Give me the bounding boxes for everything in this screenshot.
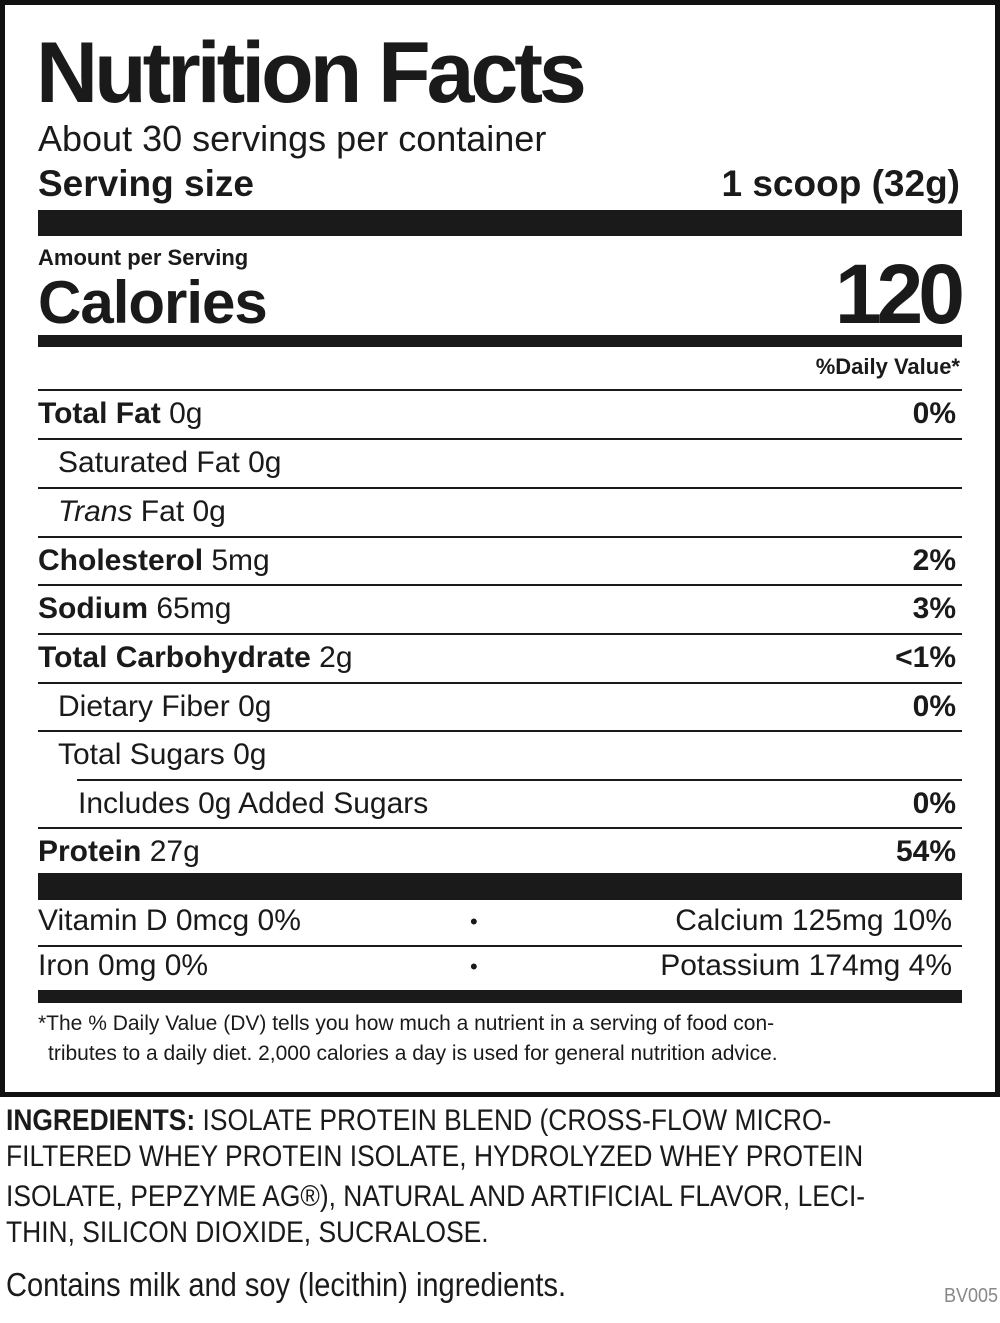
nutrient-row-total-fat: Total Fat 0g 0%: [38, 391, 962, 439]
nutrient-dv: 2%: [912, 544, 956, 577]
vitamin-d: Vitamin D 0mcg 0%: [38, 904, 301, 937]
divider: [38, 487, 962, 489]
nutrient-amount: 65mg: [156, 592, 232, 625]
nutrient-row-saturated-fat: Saturated Fat 0g: [38, 440, 962, 488]
nutrient-dv: <1%: [895, 641, 956, 674]
divider: [38, 827, 962, 829]
servings-per-container: About 30 servings per container: [38, 118, 547, 159]
nutrient-name: Includes 0g Added Sugars: [78, 787, 429, 820]
nutrient-dv: 0%: [912, 397, 956, 430]
nutrient-row-protein: Protein 27g 54%: [38, 829, 962, 877]
ingredients-line: THIN, SILICON DIOXIDE, SUCRALOSE.: [6, 1216, 489, 1249]
nutrient-name: Total Sugars: [58, 738, 225, 771]
nutrient-name: Sodium: [38, 592, 148, 625]
panel-title: Nutrition Facts: [36, 25, 587, 121]
nutrient-row-cholesterol: Cholesterol 5mg 2%: [38, 538, 962, 586]
nutrient-row-dietary-fiber: Dietary Fiber 0g 0%: [38, 684, 962, 732]
nutrient-dv: 0%: [912, 690, 956, 723]
nutrient-row-sodium: Sodium 65mg 3%: [38, 586, 962, 634]
nutrient-amount: 0g: [192, 495, 226, 528]
thick-divider: [38, 210, 962, 236]
nutrient-name: Trans: [58, 495, 133, 528]
ingredients-line: INGREDIENTS: ISOLATE PROTEIN BLEND (CROS…: [6, 1104, 831, 1138]
nutrient-amount: 2g: [319, 641, 353, 674]
serving-size-label: Serving size: [38, 163, 254, 204]
divider: [77, 779, 962, 781]
potassium: Potassium 174mg 4%: [660, 949, 952, 982]
nutrient-row-total-sugars: Total Sugars 0g: [38, 732, 962, 780]
nutrient-row-trans-fat: Trans Fat 0g: [38, 489, 962, 537]
nutrient-name: Total Fat: [38, 397, 161, 430]
nutrient-name-suffix: Fat: [132, 495, 185, 528]
nutrient-dv: 3%: [912, 592, 956, 625]
ingredients-line: FILTERED WHEY PROTEIN ISOLATE, HYDROLYZE…: [6, 1140, 864, 1173]
calories-label: Calories: [38, 269, 268, 336]
calories-value: 120: [834, 247, 965, 341]
footnote-line: tributes to a daily diet. 2,000 calories…: [48, 1042, 778, 1065]
bullet-separator: •: [470, 909, 478, 934]
divider: [38, 730, 962, 732]
nutrient-amount: 0g: [233, 738, 267, 771]
nutrient-name: Total Carbohydrate: [38, 641, 311, 674]
divider: [38, 945, 962, 947]
divider: [38, 438, 962, 440]
nutrient-amount: 0g: [169, 397, 203, 430]
footnote-line: *The % Daily Value (DV) tells you how mu…: [38, 1012, 775, 1035]
divider: [38, 633, 962, 635]
nutrient-amount: 0g: [248, 446, 282, 479]
divider: [38, 682, 962, 684]
nutrient-name: Protein: [38, 835, 142, 868]
nutrient-amount: 0g: [238, 690, 272, 723]
amount-per-serving: Amount per Serving: [38, 245, 249, 270]
ingredients-line: ISOLATE, PEPZYME AG®), NATURAL AND ARTIF…: [6, 1180, 866, 1213]
iron: Iron 0mg 0%: [38, 949, 209, 982]
divider: [38, 584, 962, 586]
nutrient-dv: 0%: [912, 787, 956, 820]
medium-divider: [38, 990, 962, 1003]
ingredients-text: ISOLATE PROTEIN BLEND (CROSS-FLOW MICRO-: [195, 1104, 832, 1137]
nutrient-name: Saturated Fat: [58, 446, 240, 479]
nutrient-amount: 27g: [149, 835, 200, 868]
nutrient-dv: 54%: [895, 835, 956, 868]
calcium: Calcium 125mg 10%: [675, 904, 952, 937]
daily-value-header: %Daily Value*: [815, 354, 960, 379]
serving-size-value: 1 scoop (32g): [721, 163, 961, 204]
nutrient-name: Dietary Fiber: [58, 690, 230, 723]
bullet-separator: •: [470, 954, 478, 979]
divider: [38, 389, 962, 391]
nutrient-name: Cholesterol: [38, 544, 204, 577]
nutrient-row-added-sugars: Includes 0g Added Sugars 0%: [38, 781, 962, 829]
nutrient-amount: 5mg: [211, 544, 270, 577]
ingredients-label: INGREDIENTS:: [6, 1104, 196, 1137]
nutrient-row-total-carbohydrate: Total Carbohydrate 2g <1%: [38, 635, 962, 683]
thick-divider: [38, 873, 962, 900]
nutrition-facts-panel: [0, 0, 1000, 1097]
product-code: BV005: [943, 1285, 998, 1307]
medium-divider: [38, 335, 962, 347]
divider: [38, 536, 962, 538]
allergen-statement: Contains milk and soy (lecithin) ingredi…: [6, 1266, 567, 1303]
